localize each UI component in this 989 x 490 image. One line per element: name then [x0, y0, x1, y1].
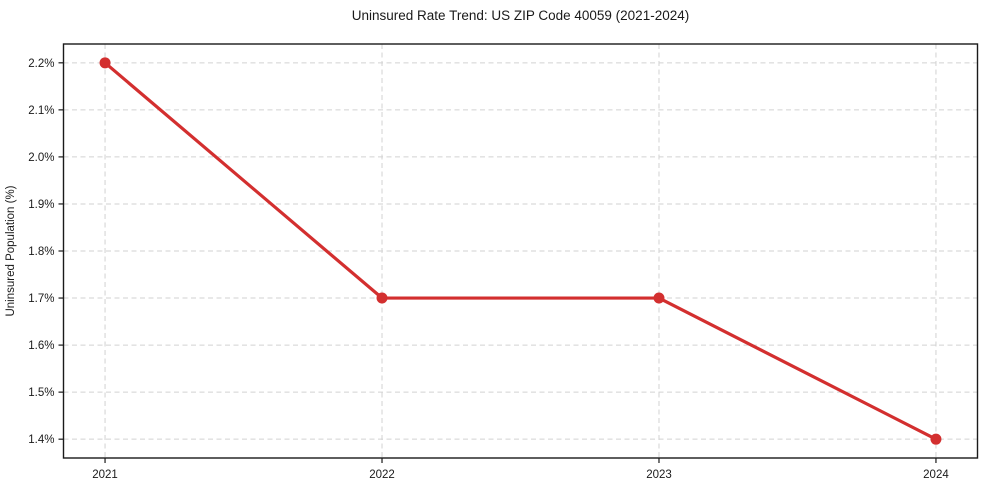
y-tick-label: 2.1%	[28, 105, 54, 117]
y-tick-label: 1.6%	[28, 340, 54, 352]
chart-title: Uninsured Rate Trend: US ZIP Code 40059 …	[351, 8, 690, 23]
y-tick-label: 1.8%	[28, 246, 54, 258]
data-point	[376, 292, 388, 304]
y-tick-label: 1.4%	[28, 434, 54, 446]
y-axis-label: Uninsured Population (%)	[5, 185, 17, 317]
y-tick-label: 1.5%	[28, 387, 54, 399]
data-point	[930, 433, 942, 445]
data-point	[653, 292, 665, 304]
y-tick-label: 1.9%	[28, 199, 54, 211]
y-tick-label: 2.0%	[28, 152, 54, 164]
y-tick-label: 1.7%	[28, 293, 54, 305]
y-tick-label: 2.2%	[28, 58, 54, 70]
x-tick-label: 2024	[923, 469, 949, 481]
x-tick-label: 2022	[369, 469, 395, 481]
data-point	[99, 57, 111, 69]
trend-line	[103, 61, 938, 441]
x-tick-label: 2021	[92, 469, 118, 481]
x-tick-label: 2023	[646, 469, 672, 481]
